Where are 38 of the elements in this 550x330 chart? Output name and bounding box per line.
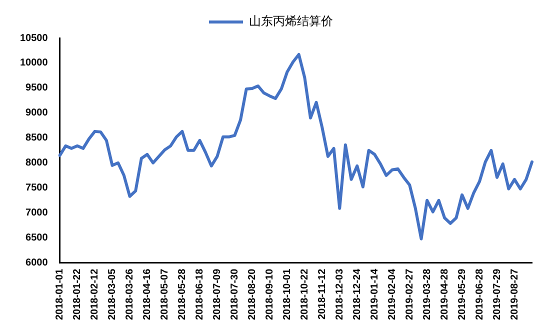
x-tick-label: 2018-12-24 (352, 268, 363, 320)
x-tick-label: 2018-02-12 (90, 268, 101, 320)
x-tick-label: 2018-06-18 (194, 268, 206, 320)
x-tick-label: 2019-05-29 (456, 268, 468, 320)
x-tick-label: 2019-03-28 (422, 268, 433, 320)
x-tick-label: 2019-07-29 (492, 268, 503, 320)
x-tick-label: 2019-01-14 (369, 268, 380, 320)
y-tick-label: 10500 (20, 32, 48, 44)
x-tick-label: 2018-03-05 (107, 268, 118, 320)
legend-label: 山东丙烯结算价 (249, 14, 333, 28)
x-tick-label: 2018-07-09 (212, 268, 223, 320)
y-tick-label: 10000 (20, 58, 48, 69)
x-tick-label: 2018-12-03 (334, 268, 346, 320)
x-tick-label: 2018-10-22 (299, 268, 310, 320)
x-tick-label: 2018-10-01 (282, 268, 293, 320)
x-tick-label: 2019-02-27 (404, 268, 416, 320)
x-tick-label: 2018-01-22 (72, 268, 84, 320)
y-tick-label: 8000 (26, 158, 48, 169)
y-tick-label: 6500 (26, 232, 48, 244)
x-tick-label: 2018-05-07 (159, 268, 170, 320)
x-tick-label: 2019-04-28 (439, 268, 450, 320)
x-tick-label: 2018-07-30 (229, 268, 240, 320)
x-tick-label: 2018-03-26 (124, 268, 136, 320)
x-tick-label: 2018-08-20 (246, 268, 258, 320)
y-tick-label: 7000 (26, 208, 48, 219)
y-tick-label: 7500 (26, 182, 48, 194)
x-tick-label: 2019-06-28 (474, 268, 486, 320)
y-tick-label: 6000 (26, 258, 48, 269)
y-tick-label: 9500 (26, 82, 48, 94)
x-tick-label: 2018-09-10 (264, 268, 276, 320)
x-tick-label: 2018-11-12 (316, 268, 328, 320)
y-tick-label: 8500 (26, 132, 48, 144)
x-tick-label: 2018-01-01 (54, 268, 66, 320)
x-tick-label: 2019-02-04 (386, 268, 398, 320)
y-tick-label: 9000 (26, 108, 48, 119)
x-tick-label: 2019-08-27 (509, 268, 520, 320)
x-tick-label: 2018-05-28 (176, 268, 188, 320)
x-tick-label: 2018-04-16 (142, 268, 153, 320)
